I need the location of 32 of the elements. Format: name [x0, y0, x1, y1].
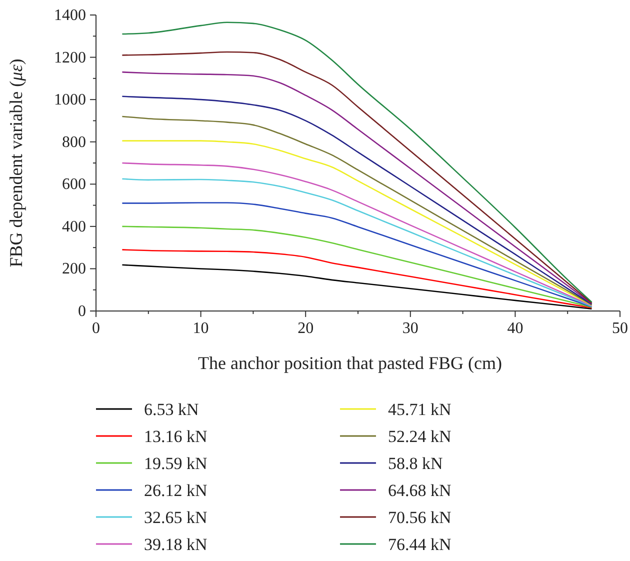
legend-label: 58.8 kN — [388, 454, 443, 473]
legend-label: 52.24 kN — [388, 427, 452, 446]
legend-label: 19.59 kN — [144, 454, 208, 473]
legend-label: 70.56 kN — [388, 508, 452, 527]
legend-label: 45.71 kN — [388, 400, 452, 419]
x-tick-label: 50 — [612, 320, 628, 337]
x-axis-title: The anchor position that pasted FBG (cm) — [198, 353, 502, 373]
legend-label: 6.53 kN — [144, 400, 199, 419]
legend-label: 26.12 kN — [144, 481, 208, 500]
legend-label: 13.16 kN — [144, 427, 208, 446]
line-series — [122, 202, 592, 308]
y-tick-label: 400 — [62, 218, 86, 236]
x-tick-label: 10 — [192, 320, 209, 337]
x-tick-label: 30 — [402, 320, 418, 337]
line-series — [122, 264, 592, 310]
y-tick-label: 800 — [62, 134, 86, 151]
y-tick-label: 0 — [78, 303, 86, 320]
line-series — [122, 249, 592, 308]
legend-label: 32.65 kN — [144, 508, 208, 527]
legend-label: 64.68 kN — [388, 481, 452, 500]
y-axis-title: FBG dependent variable (με) — [6, 58, 26, 268]
line-series — [122, 226, 592, 308]
y-tick-label: 1400 — [54, 7, 86, 24]
x-tick-label: 0 — [92, 320, 100, 337]
y-tick-label: 1000 — [54, 92, 86, 109]
x-tick-label: 40 — [507, 320, 524, 337]
y-tick-label: 1200 — [54, 49, 86, 66]
y-tick-label: 200 — [62, 260, 86, 278]
y-tick-label: 600 — [62, 176, 86, 194]
legend-label: 76.44 kN — [388, 535, 452, 554]
x-tick-label: 20 — [298, 320, 314, 337]
legend-label: 39.18 kN — [144, 535, 208, 554]
